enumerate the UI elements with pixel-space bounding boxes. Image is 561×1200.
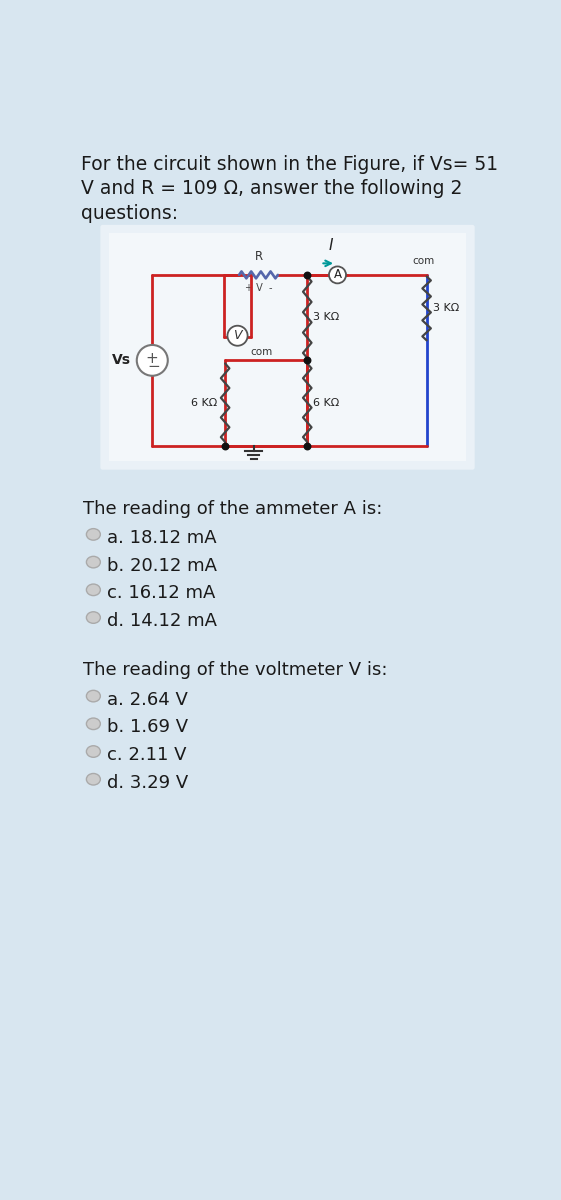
Text: 6 KΩ: 6 KΩ (191, 397, 217, 408)
Ellipse shape (86, 690, 100, 702)
Ellipse shape (86, 584, 100, 595)
Text: d. 14.12 mA: d. 14.12 mA (107, 612, 217, 630)
Text: com: com (413, 256, 435, 266)
Text: 3 KΩ: 3 KΩ (314, 312, 340, 323)
Ellipse shape (86, 718, 100, 730)
Text: $I$: $I$ (328, 236, 334, 252)
Text: c. 2.11 V: c. 2.11 V (107, 746, 187, 764)
Ellipse shape (86, 745, 100, 757)
Text: com: com (250, 347, 272, 356)
Point (303, 350, 312, 370)
Text: b. 20.12 mA: b. 20.12 mA (107, 557, 217, 575)
FancyBboxPatch shape (109, 233, 466, 461)
Text: a. 18.12 mA: a. 18.12 mA (107, 529, 217, 547)
Text: The reading of the ammeter A is:: The reading of the ammeter A is: (82, 499, 382, 517)
Text: 6 KΩ: 6 KΩ (314, 397, 340, 408)
Text: d. 3.29 V: d. 3.29 V (107, 774, 188, 792)
Text: A: A (333, 269, 342, 281)
Text: Vs: Vs (112, 353, 131, 367)
Point (220, 437, 229, 456)
Text: R: R (254, 250, 263, 263)
Circle shape (137, 344, 168, 376)
Text: For the circuit shown in the Figure, if Vs= 51: For the circuit shown in the Figure, if … (81, 155, 498, 174)
Text: 3 KΩ: 3 KΩ (433, 304, 459, 313)
Ellipse shape (86, 774, 100, 785)
Text: +: + (145, 350, 158, 366)
Ellipse shape (86, 612, 100, 623)
Text: a. 2.64 V: a. 2.64 V (107, 691, 188, 709)
Text: The reading of the voltmeter V is:: The reading of the voltmeter V is: (82, 661, 387, 679)
Ellipse shape (86, 529, 100, 540)
Circle shape (227, 325, 247, 346)
Circle shape (329, 266, 346, 283)
Text: questions:: questions: (81, 204, 178, 223)
Point (303, 265, 312, 284)
Text: c. 16.12 mA: c. 16.12 mA (107, 584, 215, 602)
Text: V: V (233, 329, 242, 342)
Text: −: − (148, 359, 160, 374)
Point (303, 437, 312, 456)
Text: b. 1.69 V: b. 1.69 V (107, 719, 188, 737)
Text: V and R = 109 Ω, answer the following 2: V and R = 109 Ω, answer the following 2 (81, 180, 462, 198)
Text: + V  -: + V - (245, 283, 272, 293)
FancyBboxPatch shape (100, 224, 475, 469)
Ellipse shape (86, 557, 100, 568)
